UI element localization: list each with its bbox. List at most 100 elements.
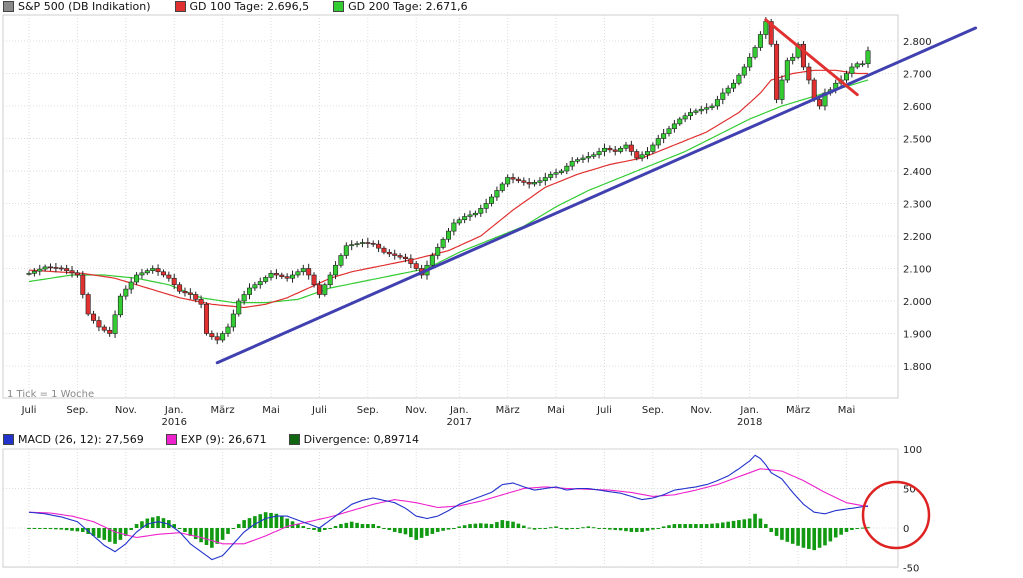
candlestick xyxy=(542,172,548,186)
divergence-bar xyxy=(204,528,209,545)
candle-body xyxy=(623,144,629,149)
candle-body xyxy=(505,177,511,185)
candle-body xyxy=(85,294,91,315)
legend-swatch-macd xyxy=(3,434,14,445)
divergence-bar xyxy=(694,524,698,528)
candlestick xyxy=(268,270,274,281)
divergence-bar xyxy=(425,528,429,536)
candle-body xyxy=(731,82,737,89)
candle-body xyxy=(542,177,548,182)
candlestick xyxy=(671,119,677,133)
candlestick xyxy=(591,152,597,159)
candlestick xyxy=(225,323,231,337)
divergence-bar xyxy=(833,528,838,538)
candlestick xyxy=(160,269,166,278)
divergence-bar xyxy=(43,528,47,529)
divergence-bar xyxy=(715,523,720,528)
divergence-bar xyxy=(624,528,628,532)
price-y-tick-label: 2.300 xyxy=(903,200,932,211)
divergence-bar xyxy=(37,528,42,529)
price-y-tick-label: 2.000 xyxy=(903,297,932,308)
divergence-bar xyxy=(107,528,112,542)
candlestick xyxy=(408,254,414,269)
trendline xyxy=(764,18,859,97)
candle-body xyxy=(532,182,538,185)
candlestick xyxy=(693,108,699,115)
candle-body xyxy=(268,273,274,278)
candle-body xyxy=(784,60,790,81)
x-tick-label: Sep. xyxy=(66,405,88,416)
annotation-circle xyxy=(861,480,931,550)
price-panel: 1.800 1.900 2.000 2.100 2.200 2.300 2.400 2.500… xyxy=(2,14,978,428)
candlestick xyxy=(322,282,328,297)
candle-body xyxy=(677,118,683,125)
divergence-bar xyxy=(597,528,601,529)
divergence-bar xyxy=(645,528,650,531)
candlestick xyxy=(774,40,780,104)
candlestick xyxy=(101,324,107,333)
candle-body xyxy=(402,256,408,260)
candlestick xyxy=(295,269,301,278)
divergence-bar xyxy=(360,524,365,528)
divergence-bar xyxy=(586,526,591,528)
candle-body xyxy=(107,329,113,334)
candlestick xyxy=(241,290,247,305)
divergence-bar xyxy=(236,524,241,528)
divergence-bar xyxy=(720,522,725,528)
candlestick xyxy=(37,264,43,276)
candle-body xyxy=(558,170,564,173)
divergence-bar xyxy=(801,528,806,548)
candlestick xyxy=(150,265,156,274)
candlestick xyxy=(333,261,339,280)
candle-body xyxy=(467,214,473,217)
x-tick-label: Mai xyxy=(838,405,856,416)
candle-body xyxy=(386,251,392,255)
candlestick xyxy=(69,265,75,278)
candle-body xyxy=(860,63,866,66)
divergence-bar xyxy=(780,528,784,540)
candle-body xyxy=(494,190,500,198)
divergence-bar xyxy=(640,528,644,532)
divergence-bar xyxy=(468,524,472,528)
candle-body xyxy=(451,222,457,232)
candle-body xyxy=(725,87,731,94)
candlestick xyxy=(144,268,150,275)
divergence-bar xyxy=(140,521,144,528)
divergence-bar xyxy=(403,528,408,535)
candlestick xyxy=(515,176,521,184)
candlestick xyxy=(806,62,812,85)
divergence-bar xyxy=(349,521,354,528)
divergence-bar xyxy=(543,528,548,529)
divergence-bar xyxy=(500,520,505,528)
legend-swatch-price xyxy=(3,1,14,12)
candle-body xyxy=(408,258,414,264)
candle-body xyxy=(768,21,774,45)
candle-body xyxy=(774,43,780,100)
divergence-bar xyxy=(866,527,870,529)
price-y-tick-label: 2.100 xyxy=(903,265,932,276)
candlestick xyxy=(467,210,473,221)
divergence-bar xyxy=(527,527,531,529)
divergence-bar xyxy=(828,528,833,542)
candlestick xyxy=(849,63,855,78)
legend-swatch-gd200 xyxy=(333,1,345,12)
divergence-bar xyxy=(710,523,714,528)
price-y-tick-label: 2.600 xyxy=(903,102,932,113)
candlestick xyxy=(843,70,849,83)
candle-body xyxy=(166,274,172,279)
candle-body xyxy=(203,303,209,334)
divergence-bar xyxy=(457,526,462,528)
candle-body xyxy=(741,66,747,76)
candlestick xyxy=(607,145,613,153)
divergence-bar xyxy=(419,528,424,538)
macd-y-tick-label: 0 xyxy=(903,524,909,535)
candle-body xyxy=(644,151,650,156)
x-tick-label: Jan. xyxy=(164,405,184,416)
divergence-bar xyxy=(70,528,74,531)
candle-body xyxy=(865,50,871,65)
divergence-bar xyxy=(478,523,483,528)
candlestick xyxy=(327,271,333,288)
candle-body xyxy=(580,157,586,160)
divergence-bar xyxy=(27,528,31,529)
candlestick xyxy=(655,134,661,149)
